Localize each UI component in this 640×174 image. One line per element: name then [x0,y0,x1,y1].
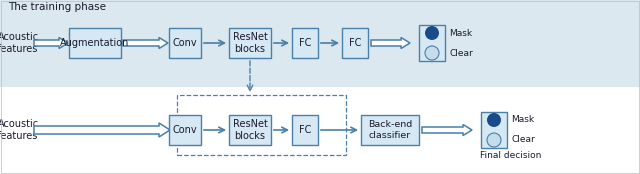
Text: Final decision: Final decision [480,151,541,160]
Text: Augmentation: Augmentation [60,38,130,48]
Text: ResNet
blocks: ResNet blocks [232,32,268,54]
Polygon shape [422,125,472,136]
Polygon shape [123,38,168,49]
Text: Clear: Clear [449,49,473,57]
Circle shape [425,46,439,60]
Text: Conv: Conv [173,38,197,48]
Bar [419,25,445,61]
Bar [0,0,640,87]
Text: The training phase: The training phase [8,2,106,12]
Polygon shape [34,123,170,137]
Text: Acoustic
features: Acoustic features [0,119,38,141]
Bar [292,28,318,58]
Polygon shape [34,38,68,49]
Text: Mask: Mask [449,29,472,38]
Bar [169,28,201,58]
Text: FC: FC [349,38,361,48]
Text: ResNet
blocks: ResNet blocks [232,119,268,141]
Bar [177,95,346,155]
Text: Acoustic
features: Acoustic features [0,32,38,54]
Bar [0,87,640,174]
Text: FC: FC [299,38,311,48]
Bar [69,28,121,58]
Text: Mask: Mask [511,116,534,125]
Bar [229,28,271,58]
Bar [229,115,271,145]
Circle shape [487,113,501,127]
Text: Back-end
classifier: Back-end classifier [368,120,412,140]
Text: Conv: Conv [173,125,197,135]
Bar [481,112,507,148]
Bar [292,115,318,145]
Circle shape [487,133,501,147]
Circle shape [425,26,439,40]
Polygon shape [371,38,410,49]
Bar [169,115,201,145]
Text: Clear: Clear [511,136,535,144]
Bar [361,115,419,145]
Bar [342,28,368,58]
Text: FC: FC [299,125,311,135]
